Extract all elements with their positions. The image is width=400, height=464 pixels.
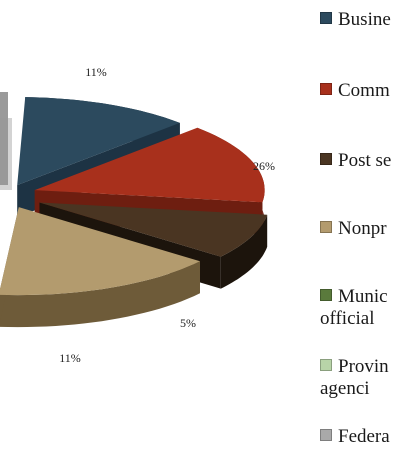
slice-side — [0, 261, 200, 328]
slice-top — [34, 127, 265, 203]
slice-value-label: 5% — [180, 316, 196, 330]
legend-item-business: Busine — [320, 9, 391, 31]
slice-value-label: 26% — [253, 159, 275, 173]
legend-swatch — [320, 359, 332, 371]
chart-legend: Busine Comm Post se Nonpr Munic official… — [320, 0, 400, 464]
legend-swatch — [320, 289, 332, 301]
legend-item-post-secondary: Post se — [320, 150, 391, 172]
legend-item-nonprofit: Nonpr — [320, 218, 387, 240]
pie-slice-4 — [0, 207, 200, 328]
slice-top — [0, 207, 200, 296]
legend-swatch — [320, 153, 332, 165]
slice-side — [220, 214, 268, 289]
legend-swatch — [320, 83, 332, 95]
legend-swatch — [320, 12, 332, 24]
slice-value-label: 11% — [59, 351, 81, 365]
slice-top — [17, 97, 180, 186]
slice-top — [39, 202, 268, 257]
slice-federal-partial — [0, 92, 12, 190]
legend-item-municipal: Munic official — [320, 286, 388, 329]
slice-value-label: 11% — [85, 65, 107, 79]
legend-swatch — [320, 221, 332, 233]
legend-item-commercial: Comm — [320, 80, 390, 102]
legend-item-federal: Federa — [320, 426, 390, 448]
legend-swatch — [320, 429, 332, 441]
legend-item-provincial: Provin agenci — [320, 356, 389, 399]
